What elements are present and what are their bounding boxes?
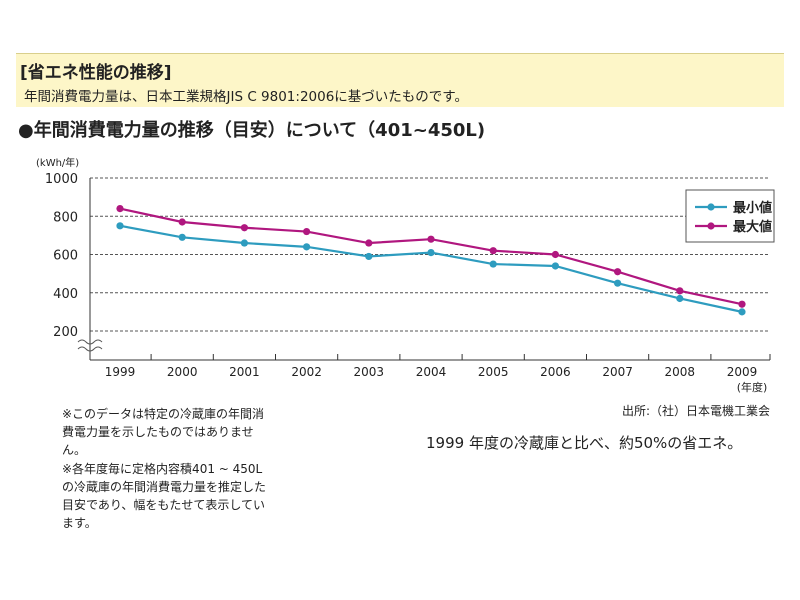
note-disclaimer: ※このデータは特定の冷蔵庫の年間消費電力量を示したものではありません。 bbox=[62, 407, 265, 457]
data-point bbox=[303, 227, 311, 236]
data-point bbox=[738, 308, 746, 316]
x-tick-label: 2006 bbox=[540, 365, 571, 379]
legend-marker bbox=[707, 203, 715, 211]
data-point bbox=[178, 233, 186, 241]
data-point bbox=[551, 250, 560, 259]
data-point bbox=[427, 248, 435, 257]
x-tick-label: 2007 bbox=[602, 365, 633, 379]
section-title: [省エネ性能の推移] bbox=[20, 63, 172, 83]
section-subtitle: 年間消費電力量は、日本工業規格JIS C 9801:2006に基づいたものです。 bbox=[24, 89, 468, 105]
data-point bbox=[303, 243, 311, 251]
chart-title: ●年間消費電力量の推移（目安）について（401~450L) bbox=[18, 120, 486, 141]
data-point bbox=[240, 239, 248, 247]
legend-label: 最大値 bbox=[733, 219, 772, 235]
y-tick-label: 400 bbox=[53, 287, 78, 302]
data-point bbox=[676, 294, 684, 303]
legend-marker bbox=[707, 222, 715, 230]
x-axis-unit: (年度) bbox=[737, 380, 768, 394]
data-point bbox=[551, 262, 560, 270]
data-point bbox=[116, 222, 124, 230]
x-tick-label: 2008 bbox=[665, 365, 696, 379]
y-tick-label: 600 bbox=[53, 249, 78, 264]
y-axis-unit: (kWh/年) bbox=[36, 156, 79, 169]
data-point bbox=[365, 252, 373, 261]
x-tick-label: 2005 bbox=[478, 365, 509, 379]
x-tick-label: 2002 bbox=[291, 365, 322, 379]
header-box: [省エネ性能の推移] 年間消費電力量は、日本工業規格JIS C 9801:200… bbox=[16, 53, 784, 107]
x-tick-label: 1999 bbox=[105, 365, 136, 379]
x-tick-label: 2001 bbox=[229, 365, 260, 379]
data-point bbox=[676, 287, 684, 295]
data-point bbox=[240, 224, 248, 232]
source-credit: 出所:（社）日本電機工業会 bbox=[621, 404, 770, 418]
y-tick-label: 200 bbox=[53, 325, 78, 340]
data-point bbox=[489, 247, 497, 255]
y-tick-label: 1000 bbox=[45, 172, 78, 187]
y-tick-label: 800 bbox=[53, 210, 78, 225]
note-estimate: ※各年度毎に定格内容積401 ~ 450Lの冷蔵庫の年間消費電力量を推定した目安… bbox=[62, 462, 267, 530]
legend-label: 最小値 bbox=[733, 200, 772, 216]
data-point bbox=[178, 218, 186, 226]
legend-box bbox=[685, 189, 775, 243]
x-tick-label: 2009 bbox=[727, 365, 758, 379]
data-point bbox=[738, 300, 746, 308]
data-point bbox=[614, 279, 622, 287]
data-point bbox=[489, 260, 497, 268]
data-point bbox=[427, 235, 435, 243]
data-point bbox=[614, 268, 622, 276]
x-tick-label: 2000 bbox=[167, 365, 198, 379]
axis-break-mark bbox=[77, 339, 103, 352]
line-chart: (kWh/年) 1000 800 600 400 200 1999 2000 2001 2002 2… bbox=[36, 156, 775, 394]
x-tick-label: 2004 bbox=[416, 365, 447, 379]
data-point bbox=[365, 239, 373, 247]
data-point bbox=[116, 205, 124, 213]
summary-text: 1999 年度の冷蔵庫と比べ、約50%の省エネ。 bbox=[426, 434, 743, 452]
x-tick-label: 2003 bbox=[354, 365, 385, 379]
